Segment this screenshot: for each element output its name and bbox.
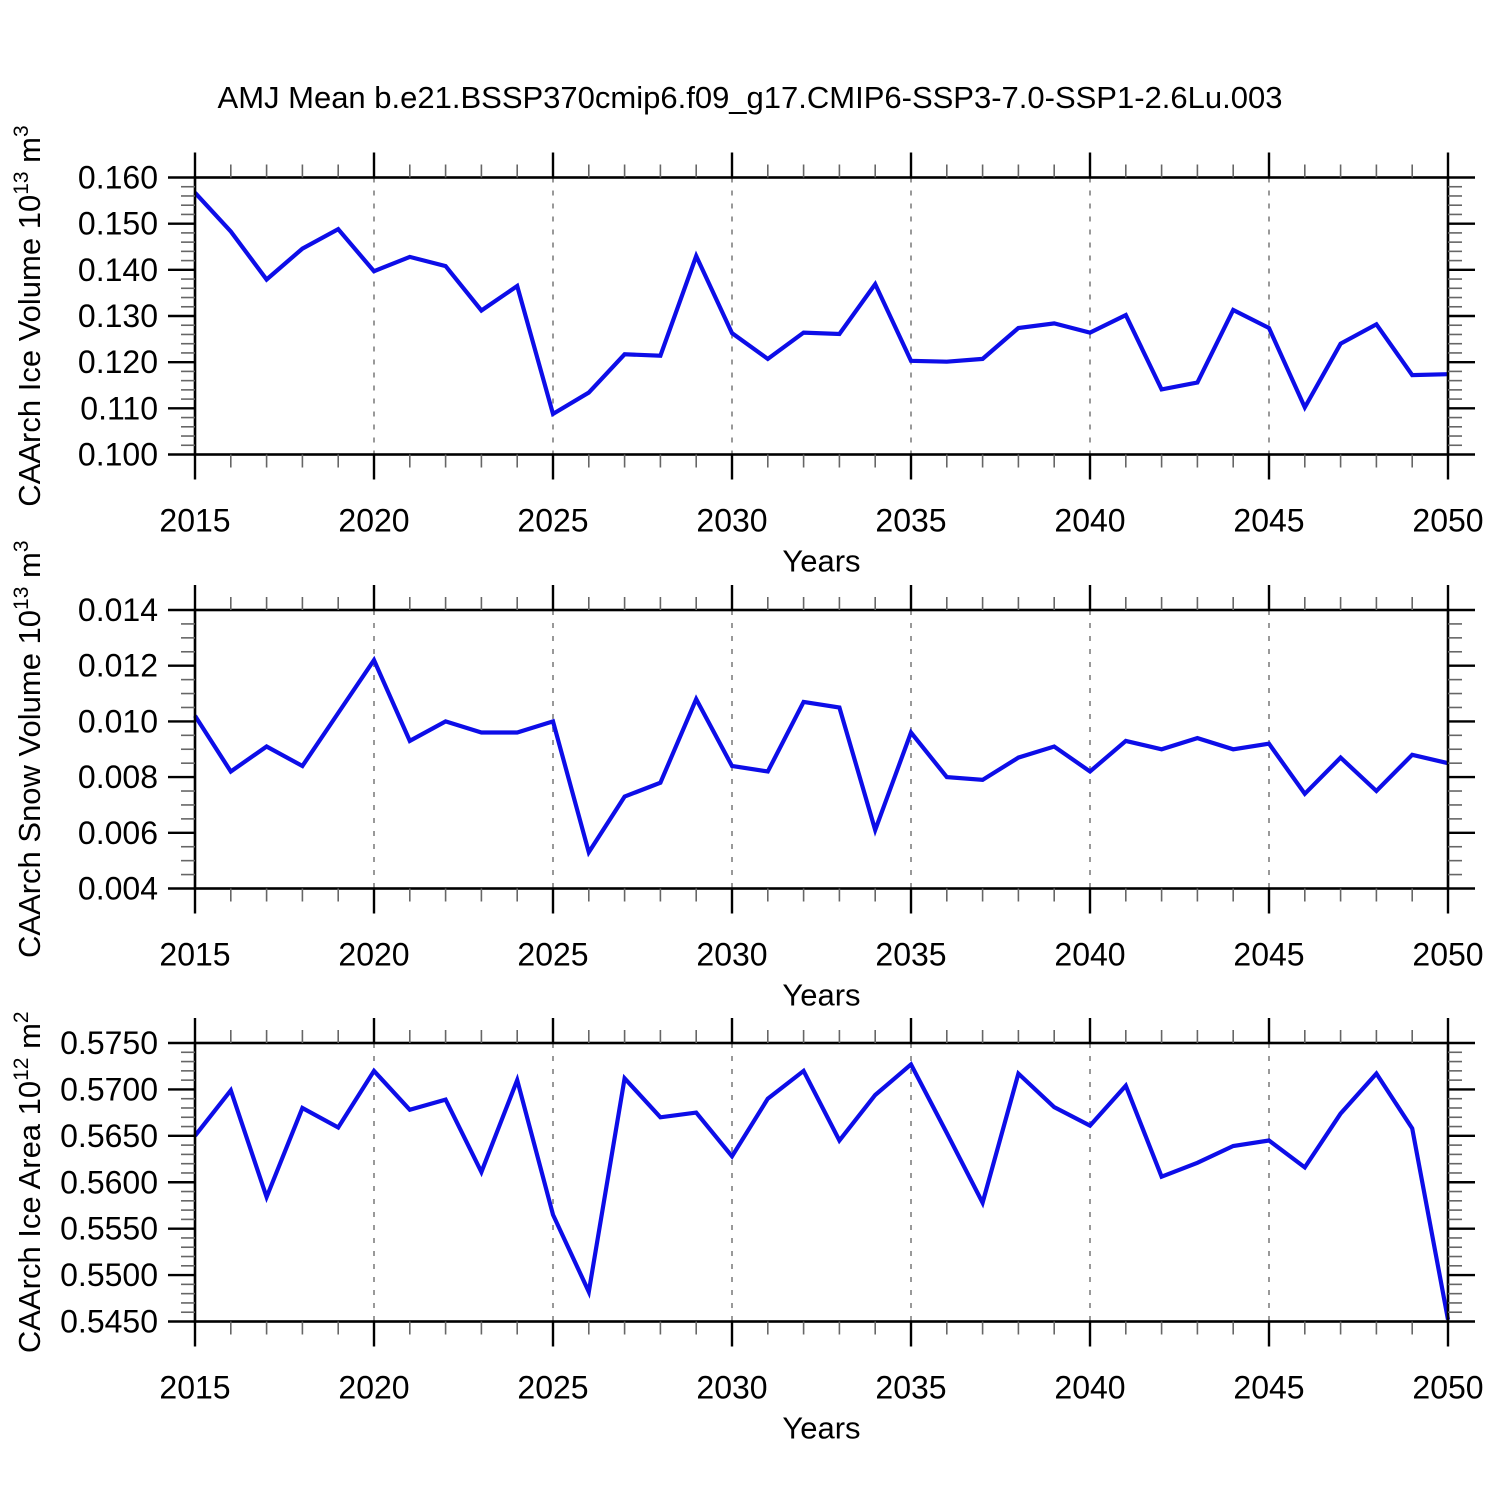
y-tick-label-0.014: 0.014 xyxy=(78,592,158,628)
y-tick-label-0.012: 0.012 xyxy=(78,648,158,684)
y-tick-label-0.110: 0.110 xyxy=(80,390,158,426)
panel-1-data-line xyxy=(193,191,1449,418)
x-tick-label-2030: 2030 xyxy=(696,1370,767,1406)
x-tick-label-2035: 2035 xyxy=(875,1370,946,1406)
y-tick-label-0.5550: 0.5550 xyxy=(60,1211,158,1247)
x-tick-label-2020: 2020 xyxy=(338,503,409,539)
x-tick-label-2040: 2040 xyxy=(1054,937,1125,973)
x-tick-label-2050: 2050 xyxy=(1412,937,1483,973)
y-tick-label-0.140: 0.140 xyxy=(78,252,158,288)
x-tick-label-2015: 2015 xyxy=(159,937,230,973)
panel-3-x-tick-labels: 2015 2020 2025 2030 2035 2040 2045 2050 xyxy=(159,1370,1483,1406)
panel-3-x-axis-label: Years xyxy=(782,1411,860,1446)
panel-3-gridlines xyxy=(373,1043,1270,1322)
y-tick-label-0.006: 0.006 xyxy=(78,815,158,851)
y-tick-label-0.004: 0.004 xyxy=(78,871,158,907)
panel-1-frame xyxy=(193,176,1450,456)
y-tick-label-0.5450: 0.5450 xyxy=(60,1304,158,1340)
y-tick-label-0.5650: 0.5650 xyxy=(60,1118,158,1154)
x-tick-label-2035: 2035 xyxy=(875,937,946,973)
y-tick-label-0.5600: 0.5600 xyxy=(60,1164,158,1200)
x-tick-label-2025: 2025 xyxy=(517,937,588,973)
x-tick-label-2025: 2025 xyxy=(517,503,588,539)
panel-2-data-line xyxy=(193,655,1449,858)
y-tick-label-0.010: 0.010 xyxy=(78,703,158,739)
panel-1-gridlines xyxy=(373,177,1270,455)
panel-1-y-axis-label: CAArch Ice Volume 1013 m3 xyxy=(10,125,47,506)
panel-3-y-axis-label: CAArch Ice Area 1012 m2 xyxy=(10,1011,47,1353)
x-tick-label-2030: 2030 xyxy=(696,937,767,973)
panel-1-y-tick-labels: 0.160 0.150 0.140 0.130 0.120 0.110 0.100 xyxy=(78,160,158,473)
y-tick-label-0.5750: 0.5750 xyxy=(60,1025,158,1061)
panel-3: 0.5750 0.5700 0.5650 0.5600 0.5550 0.5500 0.54… xyxy=(10,1011,1484,1445)
x-tick-label-2020: 2020 xyxy=(338,937,409,973)
y-tick-label-0.150: 0.150 xyxy=(78,206,158,242)
panel-3-frame xyxy=(193,1041,1450,1323)
x-tick-label-2015: 2015 xyxy=(159,1370,230,1406)
y-tick-label-0.160: 0.160 xyxy=(78,160,158,196)
y-tick-label-0.5700: 0.5700 xyxy=(60,1071,158,1107)
panel-2-x-axis-label: Years xyxy=(782,978,860,1013)
x-tick-label-2045: 2045 xyxy=(1233,937,1304,973)
x-tick-label-2040: 2040 xyxy=(1054,503,1125,539)
x-tick-label-2050: 2050 xyxy=(1412,1370,1483,1406)
panel-1-y-ticks xyxy=(168,176,1475,456)
y-tick-label-0.120: 0.120 xyxy=(78,344,158,380)
y-tick-label-0.5500: 0.5500 xyxy=(60,1257,158,1293)
x-tick-label-2040: 2040 xyxy=(1054,1370,1125,1406)
figure-title: AMJ Mean b.e21.BSSP370cmip6.f09_g17.CMIP… xyxy=(218,80,1283,115)
panel-3-data-line xyxy=(193,1061,1451,1320)
panel-2-x-ticks xyxy=(193,585,1450,914)
y-tick-label-0.100: 0.100 xyxy=(78,437,158,473)
panel-1-x-ticks xyxy=(193,152,1450,480)
x-tick-label-2050: 2050 xyxy=(1412,503,1483,539)
panel-2-x-tick-labels: 2015 2020 2025 2030 2035 2040 2045 2050 xyxy=(159,937,1483,973)
panel-2-y-tick-labels: 0.014 0.012 0.010 0.008 0.006 0.004 xyxy=(78,592,158,907)
x-tick-label-2045: 2045 xyxy=(1233,1370,1304,1406)
x-tick-label-2030: 2030 xyxy=(696,503,767,539)
x-tick-label-2045: 2045 xyxy=(1233,503,1304,539)
panel-3-y-ticks xyxy=(168,1041,1475,1323)
panel-1-x-tick-labels: 2015 2020 2025 2030 2035 2040 2045 2050 xyxy=(159,503,1483,539)
panel-2-y-ticks xyxy=(168,608,1475,890)
x-tick-label-2020: 2020 xyxy=(338,1370,409,1406)
y-tick-label-0.008: 0.008 xyxy=(78,759,158,795)
x-tick-label-2025: 2025 xyxy=(517,1370,588,1406)
panel-2-y-axis-label: CAArch Snow Volume 1013 m3 xyxy=(10,540,47,958)
x-tick-label-2035: 2035 xyxy=(875,503,946,539)
panel-3-y-tick-labels: 0.5750 0.5700 0.5650 0.5600 0.5550 0.5500 0.54… xyxy=(60,1025,158,1340)
panel-2-gridlines xyxy=(373,610,1270,889)
x-tick-label-2015: 2015 xyxy=(159,503,230,539)
y-tick-label-0.130: 0.130 xyxy=(78,298,158,334)
panel-2-frame xyxy=(193,608,1450,890)
panel-3-x-ticks xyxy=(193,1018,1450,1347)
panel-1-x-axis-label: Years xyxy=(782,544,860,579)
